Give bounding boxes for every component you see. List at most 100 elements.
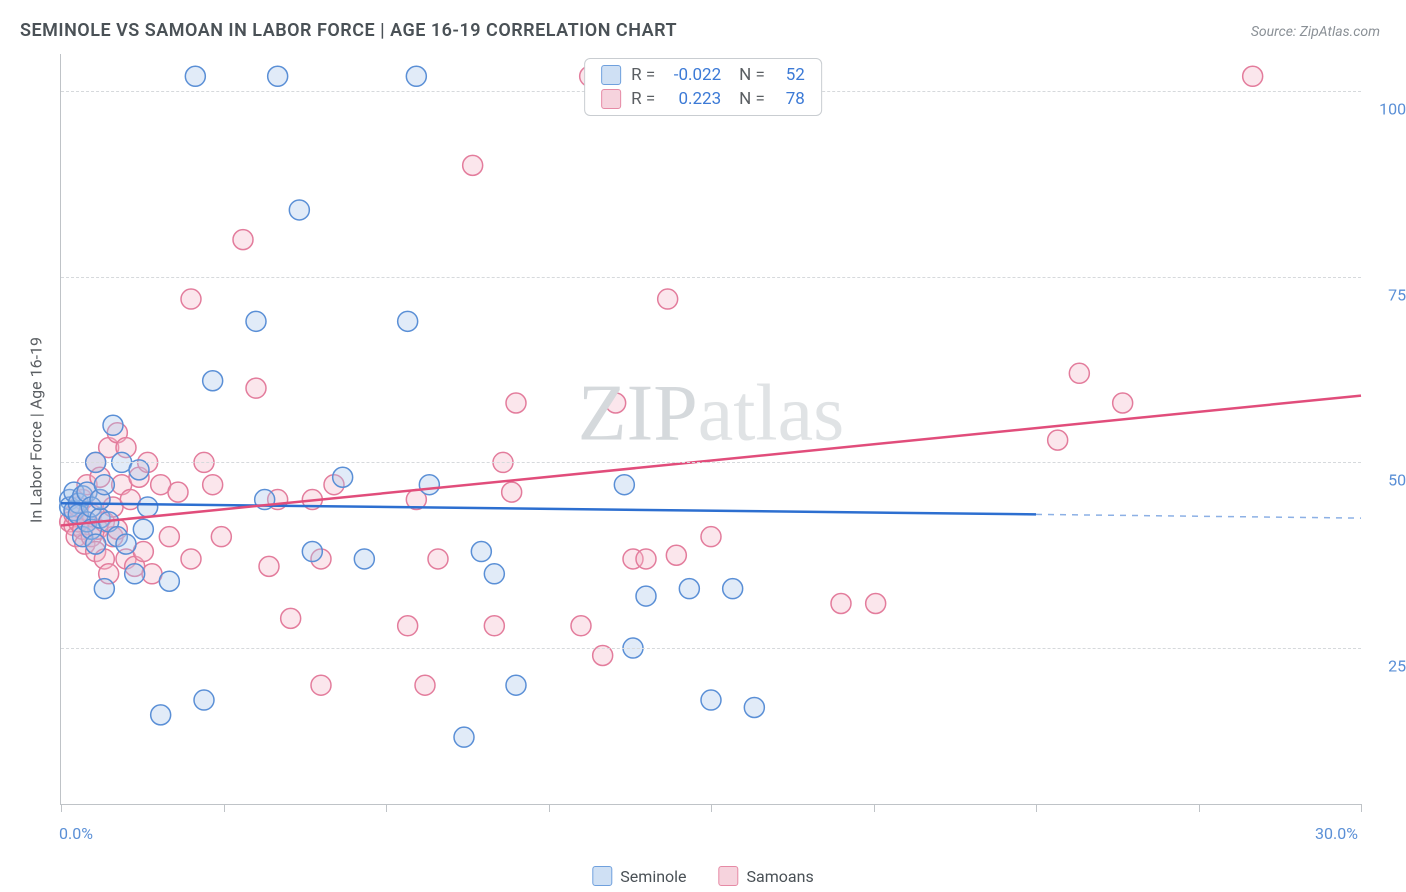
data-point bbox=[185, 66, 205, 86]
data-point bbox=[103, 415, 123, 435]
data-point bbox=[211, 527, 231, 547]
x-tick bbox=[1361, 804, 1362, 812]
data-point bbox=[289, 200, 309, 220]
data-point bbox=[415, 675, 435, 695]
data-point bbox=[679, 579, 699, 599]
data-point bbox=[398, 616, 418, 636]
data-point bbox=[86, 534, 106, 554]
data-point bbox=[159, 527, 179, 547]
data-point bbox=[614, 475, 634, 495]
data-point bbox=[133, 519, 153, 539]
data-point bbox=[463, 155, 483, 175]
source-attribution: Source: ZipAtlas.com bbox=[1251, 24, 1380, 40]
data-point bbox=[268, 66, 288, 86]
legend-label: Seminole bbox=[620, 867, 686, 886]
data-point bbox=[658, 289, 678, 309]
y-tick-label: 25.0% bbox=[1388, 657, 1406, 676]
data-point bbox=[866, 594, 886, 614]
x-tick bbox=[1199, 804, 1200, 812]
data-point bbox=[354, 549, 374, 569]
data-point bbox=[419, 475, 439, 495]
data-point bbox=[744, 697, 764, 717]
data-point bbox=[181, 549, 201, 569]
data-point bbox=[1069, 363, 1089, 383]
legend-r-label: R = bbox=[631, 65, 655, 85]
data-point bbox=[125, 564, 145, 584]
y-tick-label: 75.0% bbox=[1388, 285, 1406, 304]
data-point bbox=[203, 371, 223, 391]
data-point bbox=[1113, 393, 1133, 413]
legend-swatch bbox=[601, 89, 621, 109]
legend-n-label: N = bbox=[739, 89, 765, 109]
x-tick bbox=[224, 804, 225, 812]
trend-line bbox=[61, 396, 1361, 526]
data-point bbox=[506, 675, 526, 695]
data-point bbox=[428, 549, 448, 569]
data-point bbox=[203, 475, 223, 495]
data-point bbox=[471, 542, 491, 562]
legend-swatch bbox=[719, 866, 739, 886]
data-point bbox=[302, 542, 322, 562]
trend-line bbox=[61, 503, 1036, 514]
data-point bbox=[831, 594, 851, 614]
legend-item: Seminole bbox=[592, 866, 686, 886]
x-tick bbox=[874, 804, 875, 812]
data-point bbox=[168, 482, 188, 502]
data-point bbox=[606, 393, 626, 413]
x-tick-label: 0.0% bbox=[59, 824, 93, 843]
legend-label: Samoans bbox=[747, 867, 814, 886]
data-point bbox=[181, 289, 201, 309]
plot-area: ZIPatlas 25.0%50.0%75.0%100.0%0.0%30.0% bbox=[60, 54, 1361, 805]
legend-n-value: 78 bbox=[775, 89, 805, 109]
data-point bbox=[116, 534, 136, 554]
data-point bbox=[454, 727, 474, 747]
data-point bbox=[1048, 430, 1068, 450]
data-point bbox=[94, 475, 114, 495]
data-point bbox=[1243, 66, 1263, 86]
gridline-h bbox=[61, 277, 1361, 278]
trend-line-extrapolated bbox=[1036, 514, 1361, 518]
data-point bbox=[571, 616, 591, 636]
chart-title: SEMINOLE VS SAMOAN IN LABOR FORCE | AGE … bbox=[20, 20, 677, 41]
data-point bbox=[333, 467, 353, 487]
legend-swatch bbox=[601, 65, 621, 85]
data-point bbox=[506, 393, 526, 413]
legend-r-value: 0.223 bbox=[665, 89, 721, 109]
data-point bbox=[281, 608, 301, 628]
data-point bbox=[138, 497, 158, 517]
gridline-h bbox=[61, 648, 1361, 649]
legend-r-label: R = bbox=[631, 89, 655, 109]
data-point bbox=[484, 564, 504, 584]
data-point bbox=[311, 675, 331, 695]
x-tick-label: 30.0% bbox=[1315, 824, 1358, 843]
data-point bbox=[233, 230, 253, 250]
legend-r-value: -0.022 bbox=[665, 65, 721, 85]
data-point bbox=[151, 705, 171, 725]
data-point bbox=[666, 545, 686, 565]
data-point bbox=[398, 311, 418, 331]
data-point bbox=[701, 690, 721, 710]
chart-svg bbox=[61, 54, 1361, 804]
y-tick-label: 50.0% bbox=[1388, 471, 1406, 490]
x-tick bbox=[386, 804, 387, 812]
x-tick bbox=[61, 804, 62, 812]
data-point bbox=[484, 616, 504, 636]
data-point bbox=[194, 690, 214, 710]
legend-n-value: 52 bbox=[775, 65, 805, 85]
data-point bbox=[259, 556, 279, 576]
data-point bbox=[406, 66, 426, 86]
x-tick bbox=[1036, 804, 1037, 812]
data-point bbox=[159, 571, 179, 591]
gridline-h bbox=[61, 462, 1361, 463]
y-tick-label: 100.0% bbox=[1379, 100, 1406, 119]
data-point bbox=[636, 549, 656, 569]
data-point bbox=[246, 311, 266, 331]
x-tick bbox=[711, 804, 712, 812]
series-legend: Seminole Samoans bbox=[592, 866, 813, 886]
data-point bbox=[246, 378, 266, 398]
legend-item: Samoans bbox=[719, 866, 814, 886]
data-point bbox=[723, 579, 743, 599]
legend-n-label: N = bbox=[739, 65, 765, 85]
correlation-legend: R = -0.022 N = 52 R = 0.223 N = 78 bbox=[584, 58, 822, 116]
y-axis-label: In Labor Force | Age 16-19 bbox=[27, 337, 46, 523]
